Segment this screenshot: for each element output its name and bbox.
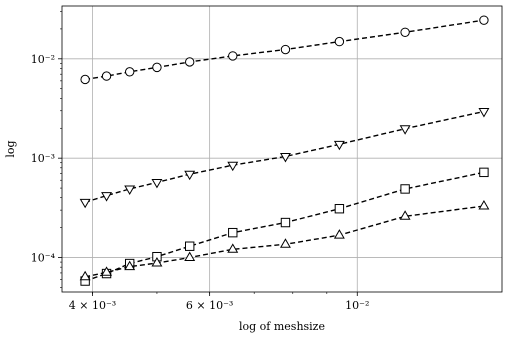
- triangle-up-marker: [333, 229, 345, 239]
- x-tick-label: 4 × 10⁻³: [69, 299, 116, 312]
- triangle-down-marker: [478, 108, 490, 118]
- y-tick-label: 10⁻²: [31, 53, 55, 66]
- triangle-down-marker: [79, 198, 91, 209]
- circle-marker: [80, 74, 90, 85]
- grid-lines: [62, 6, 502, 292]
- triangle-down-marker: [101, 192, 113, 202]
- square-marker: [228, 227, 238, 238]
- triangle-up-marker: [478, 200, 490, 210]
- circle-marker: [101, 71, 112, 81]
- y-tick-label: 10⁻³: [31, 152, 55, 165]
- series-line: [84, 110, 485, 203]
- square-marker: [334, 204, 345, 214]
- triangle-up-marker: [399, 210, 411, 220]
- axes: 4 × 10⁻³ 6 × 10⁻³ 10⁻² 10⁻⁴ 10⁻³ 10⁻²: [31, 5, 503, 312]
- y-tick-label: 10⁻⁴: [31, 252, 56, 265]
- series-line: [84, 171, 485, 282]
- square-marker: [400, 184, 410, 194]
- y-axis-label: log: [4, 140, 17, 157]
- triangle-down-marker: [279, 153, 291, 163]
- series-triangle-down: [79, 108, 490, 209]
- circle-marker: [124, 67, 135, 77]
- circle-marker: [479, 15, 489, 25]
- circle-marker: [280, 44, 291, 55]
- triangle-up-marker: [151, 257, 163, 267]
- triangle-up-marker: [101, 266, 113, 276]
- triangle-up-marker: [79, 270, 91, 281]
- x-tick-label: 6 × 10⁻³: [186, 299, 233, 312]
- series-circle: [80, 15, 489, 85]
- triangle-down-marker: [151, 178, 163, 189]
- square-marker: [280, 217, 291, 228]
- circle-marker: [334, 36, 345, 47]
- triangle-down-marker: [124, 185, 136, 195]
- plot-frame: [61, 5, 503, 293]
- triangle-down-marker: [227, 161, 239, 172]
- square-marker: [479, 167, 489, 178]
- x-axis-label: log of meshsize: [239, 320, 325, 333]
- series-layer: [79, 15, 490, 286]
- circle-marker: [400, 27, 410, 37]
- circle-marker: [152, 62, 162, 73]
- triangle-up-marker: [184, 251, 196, 261]
- triangle-up-marker: [227, 243, 239, 253]
- series-triangle-up: [79, 200, 490, 281]
- triangle-up-marker: [124, 260, 136, 271]
- series-line: [85, 19, 485, 81]
- triangle-down-marker: [184, 170, 196, 181]
- triangle-down-marker: [333, 140, 345, 151]
- circle-marker: [228, 51, 238, 61]
- circle-marker: [184, 57, 195, 67]
- triangle-up-marker: [279, 238, 291, 248]
- x-tick-label: 10⁻²: [345, 299, 369, 312]
- triangle-down-marker: [399, 125, 411, 135]
- series-line: [84, 205, 485, 278]
- square-marker: [184, 241, 195, 251]
